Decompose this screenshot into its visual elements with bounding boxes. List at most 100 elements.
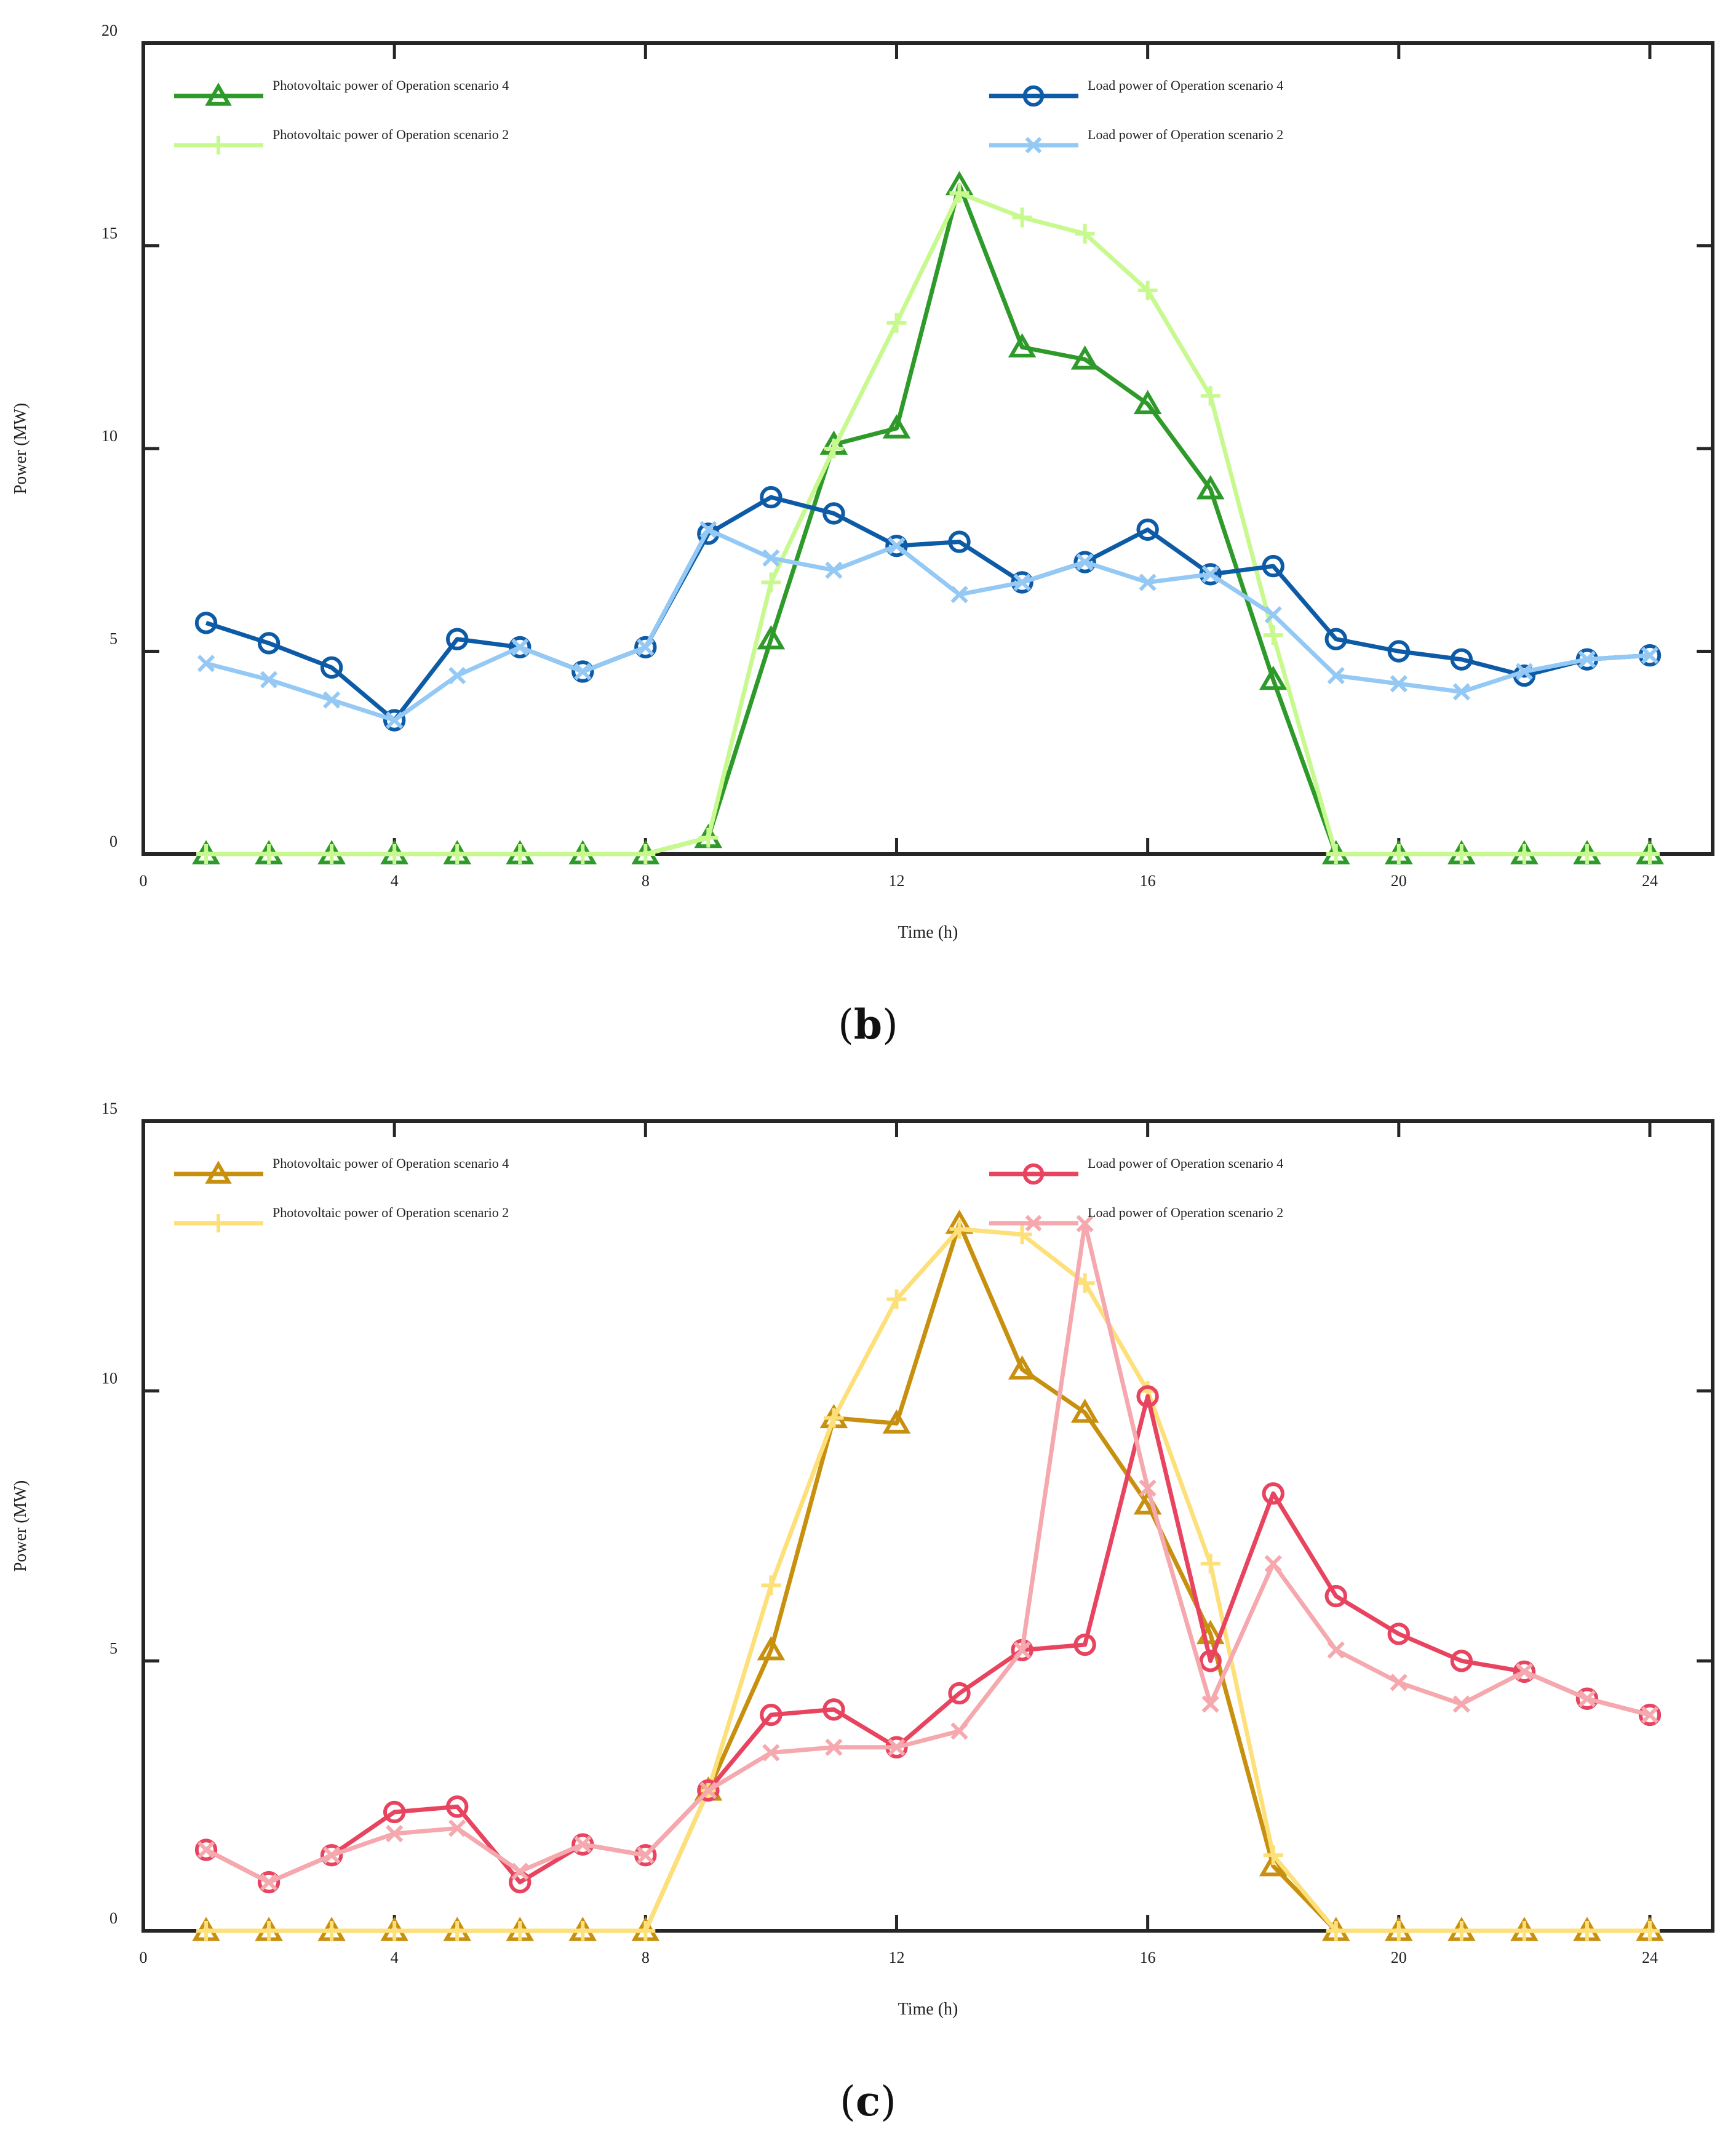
x-tick-label: 4	[391, 1949, 399, 1966]
legend-marker	[1022, 85, 1045, 107]
data-point	[1577, 1921, 1597, 1941]
data-point	[1514, 844, 1534, 864]
data-point	[1639, 844, 1660, 864]
y-tick-label: 10	[102, 1370, 117, 1387]
data-point	[446, 1795, 469, 1818]
data-point	[1012, 1224, 1032, 1245]
data-point	[762, 1744, 780, 1762]
data-point	[1073, 551, 1096, 573]
data-point	[824, 1408, 844, 1428]
y-tick-label: 0	[109, 832, 117, 850]
data-point	[1326, 844, 1346, 864]
data-point	[574, 1835, 592, 1853]
data-point	[1196, 475, 1225, 500]
data-point	[1578, 650, 1596, 668]
data-point	[699, 521, 717, 538]
legend-entry: Photovoltaic power of Operation scenario…	[174, 127, 509, 154]
data-point	[194, 1839, 218, 1861]
data-point	[698, 828, 719, 848]
legend-entry: Load power of Operation scenario 4	[989, 1156, 1283, 1185]
x-tick-label: 20	[1391, 872, 1407, 890]
data-point	[1452, 1695, 1470, 1713]
data-point	[1451, 1921, 1471, 1941]
data-point	[1515, 663, 1534, 681]
data-point	[1199, 1650, 1222, 1672]
data-point	[1451, 844, 1471, 864]
data-point	[950, 586, 968, 604]
data-point	[1450, 648, 1473, 671]
x-tick-label: 8	[642, 1949, 650, 1966]
x-tick-label: 16	[1140, 1949, 1156, 1966]
data-point	[1327, 666, 1345, 685]
data-point	[825, 561, 843, 579]
series-plus	[196, 1219, 1660, 1941]
data-point	[1263, 1845, 1283, 1866]
data-point	[1390, 675, 1408, 693]
y-axis-label: Power (MW)	[11, 403, 30, 495]
data-point	[634, 636, 657, 659]
data-point	[882, 414, 911, 439]
legend-label: Photovoltaic power of Operation scenario…	[273, 127, 509, 142]
data-point	[948, 530, 971, 553]
legend-marker	[205, 1160, 232, 1184]
data-point	[1075, 223, 1095, 244]
data-point	[1515, 1663, 1534, 1681]
data-point	[573, 844, 593, 864]
x-tick-label: 24	[1642, 872, 1658, 890]
series-circle	[194, 1385, 1662, 1894]
data-point	[1136, 1385, 1159, 1408]
x-tick-label: 0	[140, 872, 148, 890]
data-point	[1008, 333, 1037, 357]
y-tick-label: 0	[109, 1909, 117, 1927]
data-point	[1388, 1921, 1409, 1941]
y-tick-label: 5	[109, 630, 117, 648]
y-tick-label: 20	[102, 22, 117, 39]
data-point	[322, 844, 342, 864]
data-point	[760, 1703, 782, 1727]
data-point	[386, 711, 404, 729]
data-point	[1513, 1660, 1536, 1683]
data-point	[822, 1698, 845, 1721]
data-point	[196, 1921, 217, 1941]
data-point	[320, 656, 343, 679]
data-point	[1070, 1398, 1099, 1423]
data-point	[1139, 1479, 1157, 1497]
legend-label: Load power of Operation scenario 2	[1088, 1205, 1283, 1220]
series-line	[206, 1226, 1650, 1933]
x-tick-label: 0	[140, 1949, 148, 1966]
series-cross	[197, 521, 1659, 729]
data-point	[322, 1847, 341, 1864]
panel-caption: (c)	[840, 2077, 896, 2125]
data-point	[573, 1921, 593, 1941]
data-point	[824, 439, 844, 458]
data-point	[384, 1921, 405, 1941]
legend-entry: Photovoltaic power of Operation scenario…	[174, 78, 509, 106]
data-point	[637, 638, 655, 657]
data-point	[448, 1819, 466, 1837]
data-point	[1578, 1690, 1596, 1707]
data-point	[1639, 1921, 1660, 1941]
x-tick-label: 4	[391, 872, 399, 890]
caption-open: (	[838, 1001, 854, 1048]
legend-entry: Load power of Operation scenario 2	[989, 127, 1283, 154]
data-point	[384, 844, 405, 864]
data-point	[197, 655, 215, 673]
data-point	[447, 844, 468, 864]
y-tick-label: 15	[102, 1100, 117, 1117]
data-point	[1200, 1554, 1220, 1574]
data-point	[1324, 1584, 1347, 1608]
data-point	[886, 313, 907, 333]
legend-marker	[209, 136, 228, 154]
legend-entry: Load power of Operation scenario 4	[989, 78, 1283, 107]
data-point	[1076, 553, 1094, 571]
x-tick-label: 24	[1642, 1949, 1658, 1966]
data-point	[257, 632, 281, 655]
data-point	[386, 1824, 404, 1843]
data-point	[1387, 640, 1411, 663]
data-point	[1012, 207, 1032, 228]
data-point	[1263, 625, 1283, 645]
data-point	[1262, 554, 1284, 578]
legend-entry: Load power of Operation scenario 2	[989, 1205, 1283, 1232]
data-point	[446, 628, 469, 650]
